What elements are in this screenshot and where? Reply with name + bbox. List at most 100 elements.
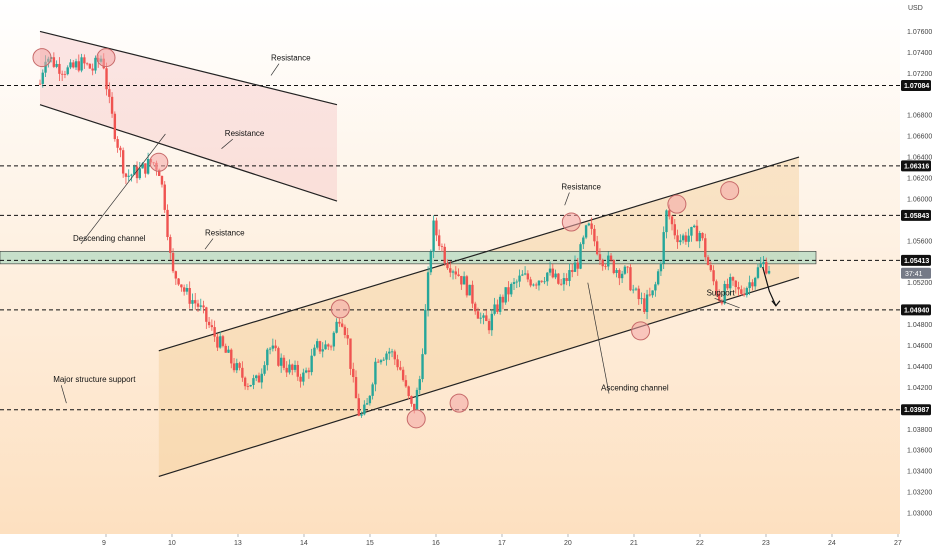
candle-body xyxy=(55,63,58,67)
candle-body xyxy=(58,63,61,74)
x-tick-label: 24 xyxy=(828,540,836,547)
candle-body xyxy=(349,338,352,369)
annotation-label: Major structure support xyxy=(53,375,136,384)
candle-body xyxy=(426,272,430,310)
candle-body xyxy=(421,354,424,380)
candle-body xyxy=(656,271,660,285)
candle-body xyxy=(740,289,743,294)
candle-body xyxy=(368,395,372,404)
candle-body xyxy=(598,254,602,261)
candle-body xyxy=(163,184,166,210)
candle-body xyxy=(767,270,771,274)
forecast-layer xyxy=(762,266,781,307)
x-tick-label: 13 xyxy=(234,540,242,547)
candle-body xyxy=(227,349,230,353)
y-tick-label: 1.07200 xyxy=(907,71,932,78)
candle-body xyxy=(595,241,599,255)
annotation-pointer xyxy=(714,297,740,309)
candle-body xyxy=(745,288,749,296)
candle-body xyxy=(185,288,189,292)
candle-body xyxy=(235,363,239,371)
x-tick-label: 23 xyxy=(762,540,770,547)
candle-body xyxy=(282,357,286,368)
price-label-text: 1.05413 xyxy=(904,258,929,265)
candle-body xyxy=(526,273,530,280)
candle-body xyxy=(266,349,269,366)
candle-body xyxy=(729,277,732,289)
y-tick-label: 1.05600 xyxy=(907,238,932,245)
key-level-zone xyxy=(0,250,817,265)
highlight-circle-7 xyxy=(667,194,687,214)
annotation-pointer xyxy=(204,238,214,250)
candle-body xyxy=(587,223,591,226)
candle-body xyxy=(584,225,588,238)
candle-body xyxy=(485,315,488,322)
candle-body xyxy=(83,57,86,64)
highlight-circle-9 xyxy=(720,181,740,201)
candle-body xyxy=(194,300,197,304)
candle-body xyxy=(449,268,452,273)
candle-body xyxy=(80,57,83,71)
candle-body xyxy=(457,274,460,276)
candle-body xyxy=(681,235,685,241)
candle-body xyxy=(343,326,347,336)
candle-body xyxy=(299,376,302,382)
candle-body xyxy=(329,346,333,348)
candle-body xyxy=(52,57,56,67)
candle-body xyxy=(277,348,280,366)
candle-body xyxy=(335,321,338,333)
candle-body xyxy=(756,267,760,278)
y-tick-label: 1.07400 xyxy=(907,50,932,57)
candle-body xyxy=(224,345,227,353)
y-tick-label: 1.06600 xyxy=(907,134,932,141)
time-axis[interactable]: 910131415161720212223242728 xyxy=(0,534,932,550)
candle-body xyxy=(715,281,718,294)
annotation-label: Descending channel xyxy=(73,234,146,243)
candle-body xyxy=(116,139,119,148)
candle-body xyxy=(360,414,363,416)
candle-body xyxy=(376,361,380,363)
annotation-pointer xyxy=(587,282,610,394)
candle-body xyxy=(285,367,288,373)
candle-body xyxy=(612,260,616,273)
candle-body xyxy=(637,288,640,300)
candle-body xyxy=(460,275,463,285)
candle-body xyxy=(432,220,435,252)
candle-body xyxy=(604,266,607,268)
candle-body xyxy=(559,283,563,285)
candle-body xyxy=(213,327,216,337)
forecast-arrowhead xyxy=(771,300,781,307)
candle-body xyxy=(352,368,355,378)
candle-body xyxy=(496,304,499,312)
candle-body xyxy=(177,278,180,285)
price-axis[interactable]: USD 1.07600 1.07400 1.07200 1.06800 1.06600 1… xyxy=(900,0,932,550)
candle-body xyxy=(232,363,236,371)
currency-label: USD xyxy=(908,5,923,12)
channel-line-0-1 xyxy=(39,104,338,202)
candle-body xyxy=(620,273,624,279)
candle-body xyxy=(413,403,416,411)
candle-body xyxy=(415,389,419,411)
candle-body xyxy=(180,284,183,288)
candle-body xyxy=(706,257,710,266)
candle-body xyxy=(582,237,585,245)
candle-body xyxy=(74,61,78,68)
candle-body xyxy=(263,365,266,374)
candle-body xyxy=(268,348,272,350)
candle-body xyxy=(127,175,130,177)
highlight-circle-1 xyxy=(96,48,116,68)
annotation-label: Support xyxy=(707,288,736,297)
candle-body xyxy=(338,321,341,324)
y-tick-label: 1.04200 xyxy=(907,385,932,392)
candle-body xyxy=(108,89,111,97)
y-tick-label: 1.06400 xyxy=(907,155,932,162)
candle-body xyxy=(507,287,510,295)
candle-body xyxy=(498,296,502,312)
y-tick-label: 1.03200 xyxy=(907,490,932,497)
candle-body xyxy=(510,283,513,295)
candle-body xyxy=(523,273,527,275)
candle-body xyxy=(166,209,169,237)
candle-body xyxy=(257,375,261,383)
time-axis-bg xyxy=(0,534,932,550)
